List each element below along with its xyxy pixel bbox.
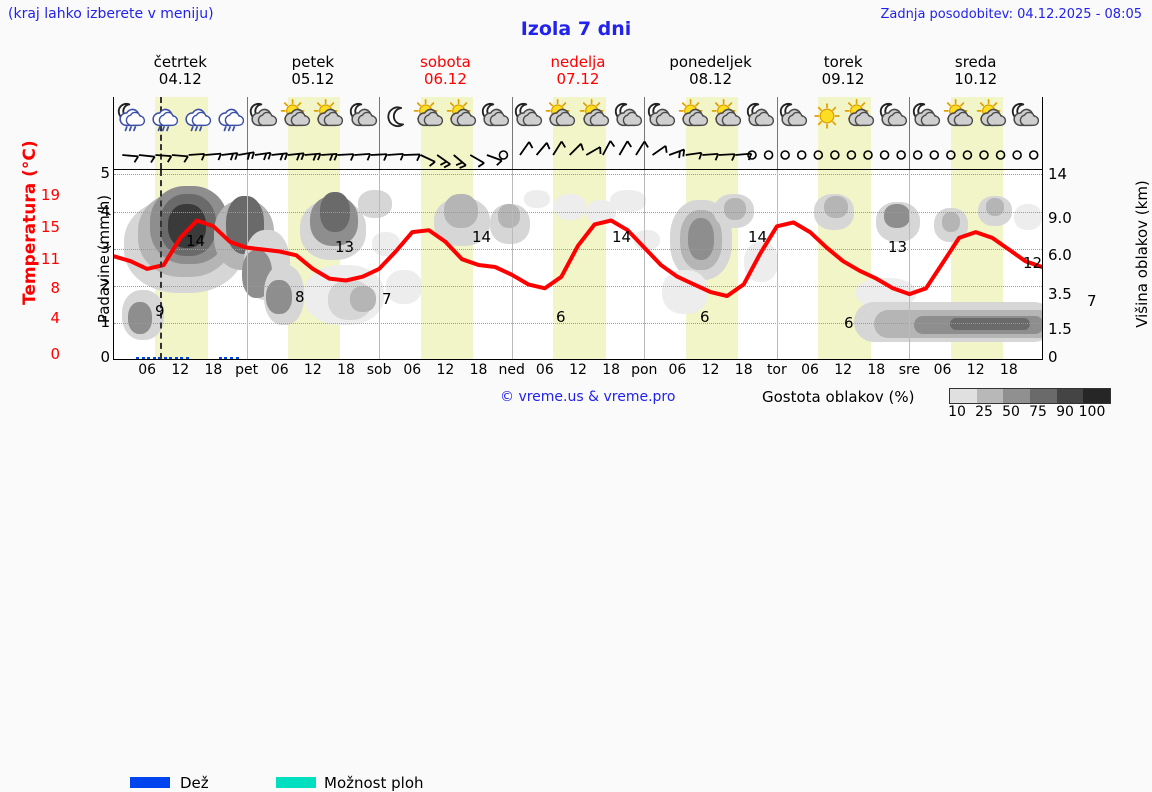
cloud-density-tick: 75: [1023, 404, 1053, 420]
showers-legend-swatch: [276, 777, 316, 788]
cloud-density-title: Gostota oblakov (%): [762, 388, 915, 406]
showers-legend-label: Možnost ploh: [324, 774, 424, 792]
rain-legend-label: Dež: [180, 774, 209, 792]
cloud-density-colorbar: [949, 388, 1111, 404]
cloud-density-tick: 50: [996, 404, 1026, 420]
cloud-density-swatch: [1003, 389, 1030, 403]
rain-legend-swatch: [130, 777, 170, 788]
cloud-density-swatch: [1057, 389, 1084, 403]
cloud-density-tick: 90: [1050, 404, 1080, 420]
cloud-density-swatch: [950, 389, 977, 403]
cloud-density-swatch: [1030, 389, 1057, 403]
cloud-density-tick: 100: [1077, 404, 1107, 420]
cloud-density-swatch: [977, 389, 1004, 403]
x-tick-label: 18: [989, 362, 1029, 378]
cloud-density-tick: 25: [969, 404, 999, 420]
cloud-density-swatch: [1083, 389, 1110, 403]
copyright-link[interactable]: © vreme.us & vreme.pro: [500, 389, 675, 405]
cloud-density-tick: 10: [942, 404, 972, 420]
